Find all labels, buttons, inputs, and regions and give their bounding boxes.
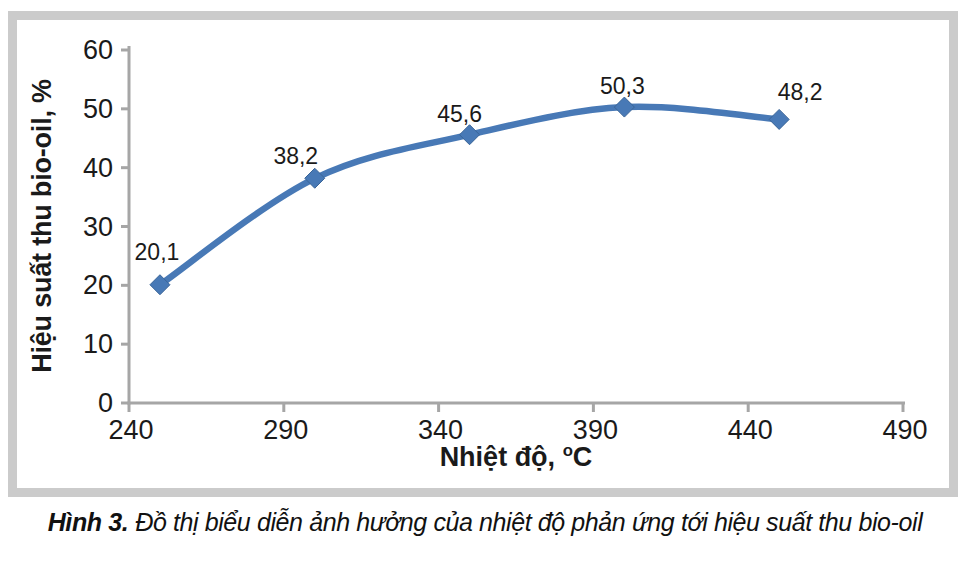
figure-caption: Hình 3.Đồ thị biểu diễn ảnh hưởng của nh… <box>0 508 970 537</box>
data-point-label: 45,6 <box>437 101 482 127</box>
caption-text: Đồ thị biểu diễn ảnh hưởng của nhiệt độ … <box>135 508 922 536</box>
y-tick-label: 50 <box>83 94 113 124</box>
x-tick-label: 490 <box>882 415 927 445</box>
caption-label: Hình 3. <box>48 508 129 536</box>
x-tick-label: 340 <box>418 415 463 445</box>
data-point-label: 50,3 <box>600 73 645 99</box>
x-axis-label-unit: C <box>573 442 593 472</box>
data-point-marker <box>460 125 480 145</box>
x-tick-label: 390 <box>573 415 618 445</box>
y-tick-label: 40 <box>83 153 113 183</box>
x-tick-label: 440 <box>728 415 773 445</box>
y-tick-label: 60 <box>83 35 113 65</box>
y-axis-label: Hiệu suất thu bio-oil, % <box>27 79 58 373</box>
x-axis-label-text: Nhiệt độ, <box>440 442 563 472</box>
data-point-label: 38,2 <box>273 143 318 169</box>
y-tick-label: 0 <box>98 388 113 418</box>
data-point-marker <box>614 97 634 117</box>
x-tick-label: 290 <box>263 415 308 445</box>
data-point-label: 48,2 <box>778 79 823 105</box>
data-point-marker <box>769 109 789 129</box>
y-tick-label: 10 <box>83 329 113 359</box>
x-tick-label: 240 <box>108 415 153 445</box>
data-point-label: 20,1 <box>135 239 180 265</box>
x-axis-label-sup: o <box>563 441 573 460</box>
y-tick-label: 30 <box>83 212 113 242</box>
chart-svg: 0 10 20 30 40 50 60 240 290 340 390 440 490 20,1 38,2 4… <box>0 0 970 500</box>
y-tick-label: 20 <box>83 270 113 300</box>
x-axis-label: Nhiệt độ, oC <box>129 442 903 473</box>
